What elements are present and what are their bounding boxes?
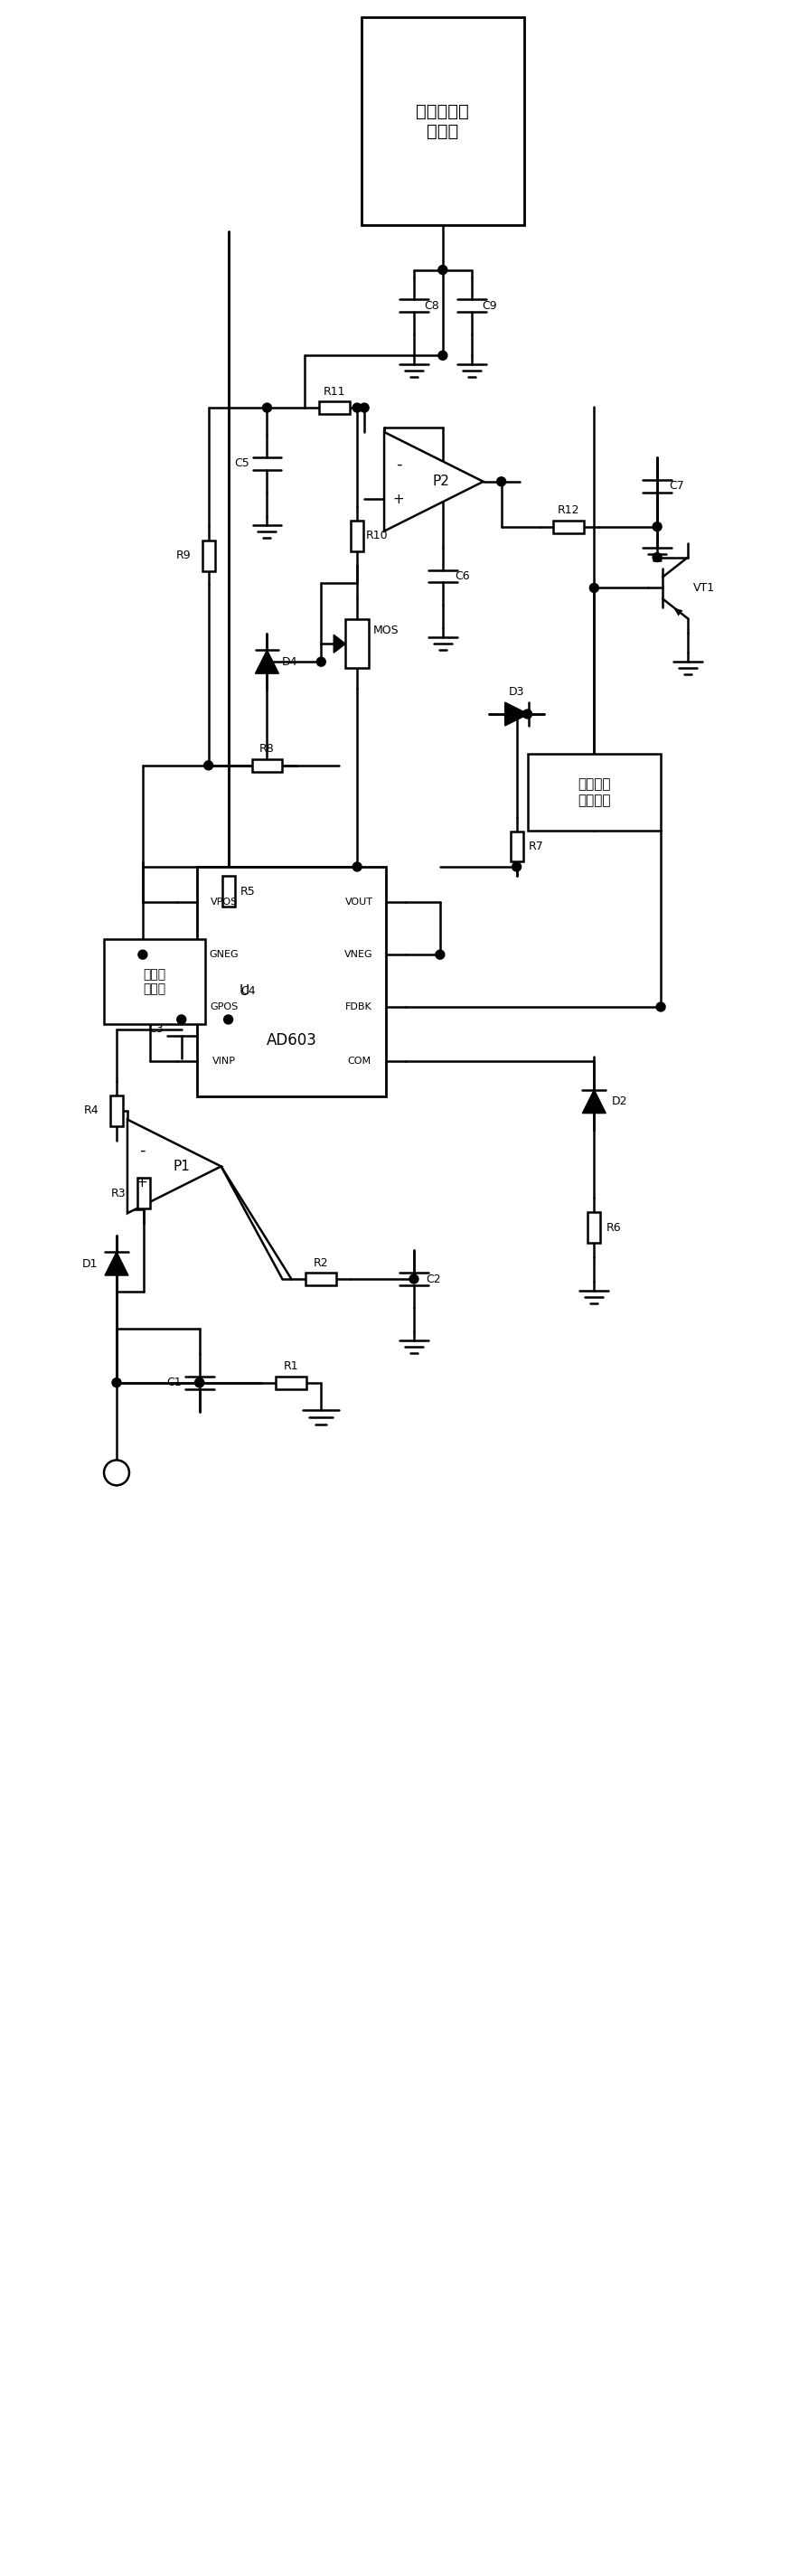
Circle shape	[138, 951, 147, 958]
Text: D1: D1	[81, 1257, 97, 1270]
Circle shape	[512, 863, 521, 871]
Circle shape	[656, 1002, 666, 1012]
Text: FDBK: FDBK	[345, 1002, 372, 1012]
Text: C5: C5	[234, 459, 249, 469]
Text: VNEG: VNEG	[344, 951, 373, 958]
Text: GNEG: GNEG	[209, 951, 239, 958]
Text: R12: R12	[558, 505, 580, 515]
Text: MOS: MOS	[373, 623, 399, 636]
Polygon shape	[105, 1252, 129, 1275]
Text: U: U	[240, 984, 249, 997]
Circle shape	[653, 554, 662, 562]
Text: +: +	[393, 492, 404, 505]
Text: GPOS: GPOS	[209, 1002, 238, 1012]
Text: R6: R6	[606, 1221, 622, 1234]
Bar	[202, 541, 215, 572]
Text: R1: R1	[284, 1360, 299, 1373]
Text: VPOS: VPOS	[210, 899, 237, 907]
Bar	[252, 760, 282, 773]
Text: C9: C9	[482, 299, 497, 312]
Text: C2: C2	[426, 1273, 441, 1285]
Bar	[137, 1177, 150, 1208]
Text: P2: P2	[432, 474, 450, 489]
Circle shape	[104, 1461, 129, 1486]
Bar	[222, 876, 235, 907]
Bar	[588, 1213, 600, 1244]
Text: R3: R3	[111, 1188, 126, 1200]
Text: D3: D3	[509, 685, 524, 698]
Circle shape	[512, 708, 521, 719]
Bar	[362, 18, 524, 224]
Circle shape	[352, 404, 362, 412]
Text: R10: R10	[366, 531, 388, 541]
Polygon shape	[674, 608, 683, 616]
Bar	[511, 832, 523, 863]
Text: R7: R7	[529, 840, 544, 853]
Text: COM: COM	[347, 1056, 371, 1066]
Text: VINP: VINP	[212, 1056, 236, 1066]
Bar	[276, 1376, 307, 1388]
Circle shape	[263, 404, 272, 412]
Circle shape	[352, 863, 362, 871]
Text: P1: P1	[173, 1159, 190, 1172]
Text: C4: C4	[240, 984, 256, 997]
Circle shape	[438, 350, 447, 361]
Circle shape	[195, 1378, 204, 1386]
Text: AD603: AD603	[266, 1033, 316, 1048]
Text: +: +	[136, 1177, 148, 1190]
Circle shape	[438, 265, 447, 276]
Text: -: -	[396, 456, 402, 471]
Text: R8: R8	[260, 744, 275, 755]
Text: VT1: VT1	[694, 582, 715, 595]
Text: R9: R9	[176, 549, 191, 562]
Text: D2: D2	[611, 1095, 627, 1108]
Circle shape	[204, 760, 213, 770]
Text: C7: C7	[670, 479, 685, 492]
Text: C1: C1	[167, 1376, 181, 1388]
Bar	[554, 520, 584, 533]
Bar	[351, 520, 364, 551]
Text: C8: C8	[424, 299, 439, 312]
Text: R5: R5	[240, 886, 256, 896]
Bar	[345, 618, 369, 667]
Circle shape	[409, 1275, 419, 1283]
Circle shape	[112, 1378, 121, 1386]
Circle shape	[360, 404, 369, 412]
Circle shape	[224, 1015, 233, 1025]
Circle shape	[195, 1378, 204, 1386]
Polygon shape	[505, 703, 528, 726]
Text: C3: C3	[149, 1023, 164, 1036]
Circle shape	[177, 1015, 186, 1025]
Bar	[306, 1273, 336, 1285]
Polygon shape	[582, 1090, 606, 1113]
Bar	[320, 402, 350, 415]
Text: R11: R11	[324, 386, 346, 397]
Circle shape	[653, 523, 662, 531]
Polygon shape	[256, 649, 279, 672]
Text: 抗电磁波干
扰电路: 抗电磁波干 扰电路	[416, 103, 469, 139]
Circle shape	[435, 951, 444, 958]
Bar	[197, 866, 386, 1097]
Circle shape	[316, 657, 326, 667]
Bar	[527, 755, 661, 829]
Circle shape	[523, 708, 532, 719]
Text: VOUT: VOUT	[345, 899, 373, 907]
Bar	[104, 938, 205, 1025]
Text: C6: C6	[455, 569, 470, 582]
Text: D4: D4	[282, 657, 297, 667]
Text: R2: R2	[313, 1257, 328, 1267]
Text: R4: R4	[84, 1105, 99, 1115]
Circle shape	[590, 582, 598, 592]
Bar	[110, 1095, 123, 1126]
Polygon shape	[384, 433, 483, 531]
Polygon shape	[334, 634, 345, 652]
Text: 差分放
大电路: 差分放 大电路	[143, 969, 165, 994]
Text: 信号偏置
校正电路: 信号偏置 校正电路	[578, 778, 610, 806]
Circle shape	[497, 477, 506, 487]
Text: -: -	[139, 1141, 145, 1159]
Polygon shape	[127, 1121, 221, 1213]
